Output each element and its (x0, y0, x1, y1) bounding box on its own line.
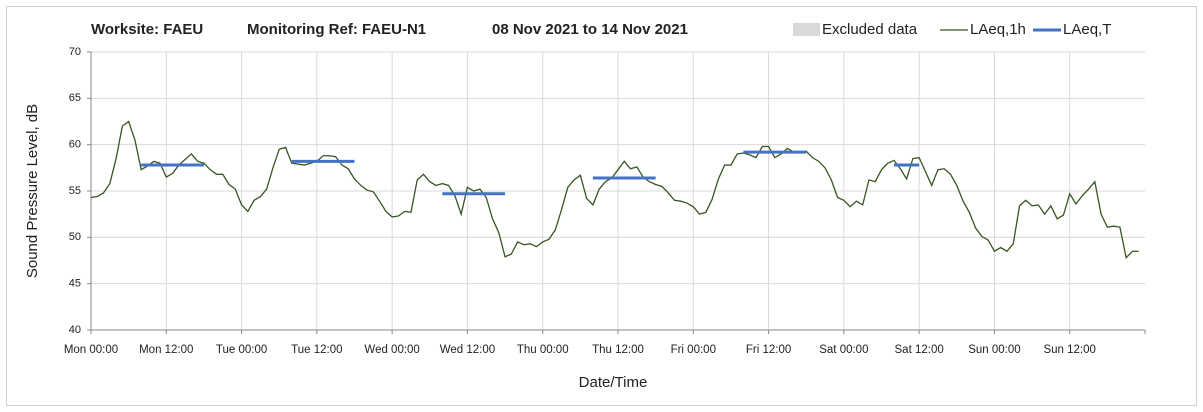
x-tick-label: Thu 12:00 (592, 344, 644, 356)
y-tick-label: 40 (69, 324, 81, 336)
x-tick-label: Thu 00:00 (517, 344, 569, 356)
legend-label: LAeq,T (1063, 21, 1111, 38)
title-ref: Monitoring Ref: FAEU-N1 (247, 21, 426, 38)
legend-label: LAeq,1h (970, 21, 1026, 38)
x-tick-label: Sat 12:00 (895, 344, 944, 356)
legend-label: Excluded data (822, 21, 918, 38)
data-line (90, 120, 1139, 260)
y-tick-label: 50 (69, 231, 81, 243)
y-tick-label: 45 (69, 278, 81, 290)
y-tick-label: 70 (69, 46, 81, 58)
x-tick-label: Mon 12:00 (139, 344, 193, 356)
x-tick-label: Tue 00:00 (216, 344, 267, 356)
x-tick-label: Mon 00:00 (64, 344, 118, 356)
x-tick-label: Fri 12:00 (746, 344, 791, 356)
y-tick-label: 60 (69, 139, 81, 151)
chart-frame (6, 6, 1197, 406)
x-tick-label: Sat 00:00 (819, 344, 868, 356)
x-tick-label: Fri 00:00 (671, 344, 716, 356)
x-tick-label: Wed 00:00 (364, 344, 419, 356)
x-axis-title: Date/Time (579, 374, 648, 391)
title-worksite: Worksite: FAEU (91, 21, 203, 38)
x-tick-label: Tue 12:00 (291, 344, 342, 356)
y-tick-label: 55 (69, 185, 81, 197)
x-tick-label: Sun 00:00 (968, 344, 1020, 356)
x-tick-label: Wed 12:00 (440, 344, 495, 356)
x-tick-label: Sun 12:00 (1043, 344, 1095, 356)
y-axis-title: Sound Pressure Level, dB (24, 104, 41, 278)
title-dates: 08 Nov 2021 to 14 Nov 2021 (492, 21, 688, 38)
y-tick-label: 65 (69, 92, 81, 104)
legend-swatch (793, 23, 820, 36)
